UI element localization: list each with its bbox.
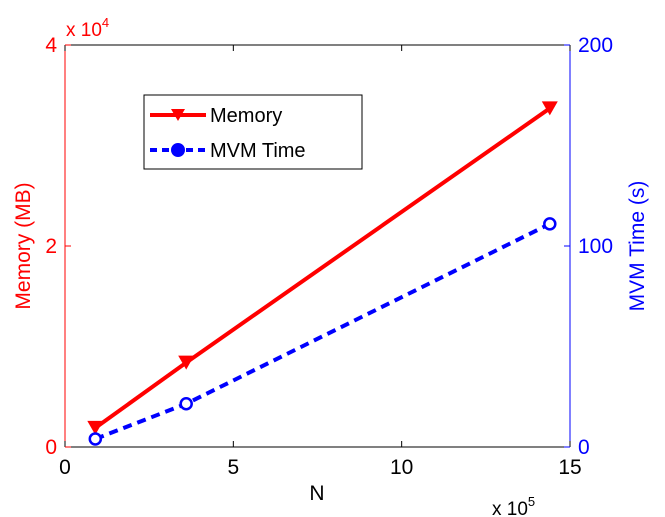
x-axis-label: N <box>309 482 324 505</box>
data-point-mvm-time <box>543 217 557 231</box>
right-y-tick-label: 0 <box>578 436 590 459</box>
left-y-ticks: 0 2 4 <box>45 34 71 459</box>
legend-box <box>143 94 363 170</box>
legend-mvm-marker <box>171 143 185 157</box>
data-point-mvm-time <box>88 432 103 446</box>
left-y-multiplier-base: x 10 <box>66 20 102 41</box>
left-y-multiplier: x 104 <box>66 15 109 41</box>
x-multiplier-exponent: 5 <box>528 494 535 509</box>
x-multiplier-base: x 10 <box>492 499 528 517</box>
x-tick-label: 0 <box>59 456 71 479</box>
data-point-memory <box>541 101 558 116</box>
x-tick-label: 5 <box>227 456 239 479</box>
left-y-tick-label: 0 <box>45 436 57 459</box>
legend-mvm-label: MVM Time <box>210 140 306 162</box>
right-y-ticks: 0 100 200 <box>564 34 613 459</box>
x-ticks: 0 5 10 15 <box>59 45 582 479</box>
right-y-tick-label: 100 <box>578 235 613 258</box>
legend-memory-marker <box>171 109 185 121</box>
data-point-memory <box>87 420 104 435</box>
data-point-memory <box>178 355 195 370</box>
left-y-axis-label: Memory (MB) <box>12 182 35 309</box>
series-layer <box>87 101 558 446</box>
right-y-axis-label: MVM Time (s) <box>626 181 649 312</box>
left-y-multiplier-exponent: 4 <box>102 15 109 30</box>
left-y-tick-label: 2 <box>45 235 57 258</box>
right-y-tick-label: 200 <box>578 34 613 57</box>
legend: Memory MVM Time <box>143 94 363 170</box>
legend-memory-label: Memory <box>210 105 282 127</box>
x-tick-label: 15 <box>558 456 581 479</box>
left-y-tick-label: 4 <box>45 34 57 57</box>
x-tick-label: 10 <box>390 456 413 479</box>
data-point-mvm-time <box>179 397 193 411</box>
x-multiplier: x 105 <box>492 494 535 517</box>
